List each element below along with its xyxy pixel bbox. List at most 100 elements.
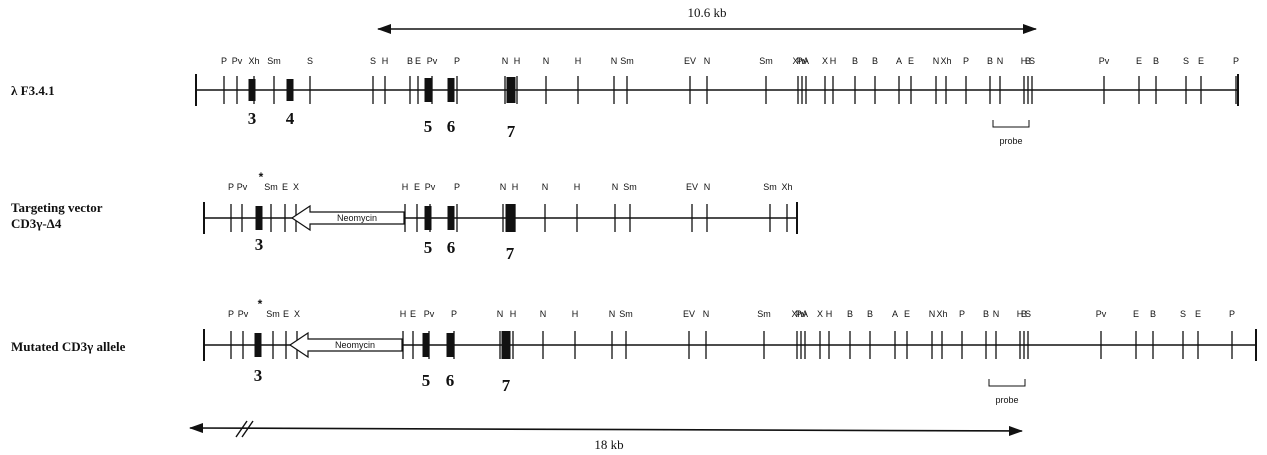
row-label-targeting-line1: Targeting vector bbox=[11, 200, 103, 215]
probe-bracket-lambda: probe bbox=[992, 120, 1030, 146]
restriction-site-label: E bbox=[1136, 56, 1142, 66]
restriction-site-label: P bbox=[454, 56, 460, 66]
exon-number: 7 bbox=[507, 122, 516, 141]
restriction-site-label: H bbox=[402, 182, 409, 192]
exon-box bbox=[506, 77, 516, 103]
restriction-site-label: S bbox=[1025, 309, 1031, 319]
exon-number: 4 bbox=[286, 109, 295, 128]
restriction-site-label: E bbox=[1133, 309, 1139, 319]
restriction-site-label: N bbox=[997, 56, 1004, 66]
restriction-site-label: H bbox=[826, 309, 833, 319]
restriction-site-label: Pv bbox=[237, 182, 248, 192]
restriction-site-label: X bbox=[817, 309, 823, 319]
probe-label-mutated: probe bbox=[995, 395, 1018, 405]
restriction-site-label: N bbox=[929, 309, 936, 319]
restriction-site-label: B bbox=[1021, 309, 1027, 319]
restriction-site-label: N bbox=[540, 309, 547, 319]
restriction-site-label: X bbox=[293, 182, 299, 192]
restriction-site-label: H bbox=[1021, 56, 1028, 66]
restriction-site-label: S bbox=[307, 56, 313, 66]
exon-box bbox=[505, 204, 515, 232]
restriction-site-label: Xh bbox=[936, 309, 947, 319]
restriction-site-label: B bbox=[852, 56, 858, 66]
restriction-site-label: N bbox=[543, 56, 550, 66]
exon-number: 3 bbox=[254, 366, 263, 385]
restriction-site-label: E bbox=[904, 309, 910, 319]
exon-box bbox=[286, 79, 294, 101]
restriction-site-label: B bbox=[1153, 56, 1159, 66]
restriction-site-label: N bbox=[704, 182, 711, 192]
restriction-site-label: H bbox=[510, 309, 517, 319]
restriction-site-label: E bbox=[410, 309, 416, 319]
exon-number: 3 bbox=[248, 109, 257, 128]
restriction-site-label: P bbox=[228, 182, 234, 192]
restriction-site-label: P bbox=[959, 309, 965, 319]
exon-number: 7 bbox=[506, 244, 515, 263]
restriction-site-label: B bbox=[983, 309, 989, 319]
restriction-site-label: N bbox=[993, 309, 1000, 319]
restriction-site-label: B bbox=[872, 56, 878, 66]
restriction-site-label: H bbox=[575, 56, 582, 66]
restriction-site-label: N bbox=[497, 309, 504, 319]
restriction-site-label: Pv bbox=[232, 56, 243, 66]
restriction-site-label: N bbox=[933, 56, 940, 66]
exon-box bbox=[446, 333, 454, 357]
restriction-site-label: N bbox=[609, 309, 616, 319]
exon-box bbox=[255, 206, 263, 230]
restriction-site-label: N bbox=[704, 56, 711, 66]
restriction-site-label: S bbox=[1183, 56, 1189, 66]
exon-box bbox=[424, 78, 432, 102]
exon-number: 6 bbox=[446, 371, 455, 390]
restriction-site-label: S bbox=[370, 56, 376, 66]
restriction-site-label: N bbox=[703, 309, 710, 319]
restriction-site-label: Pv bbox=[1096, 309, 1107, 319]
scale-break-mark-2 bbox=[241, 420, 254, 438]
restriction-site-label: E bbox=[1198, 56, 1204, 66]
restriction-site-label: Sm bbox=[759, 56, 773, 66]
exon-number: 7 bbox=[502, 376, 511, 395]
restriction-site-label: N bbox=[542, 182, 549, 192]
restriction-site-label: Pv bbox=[238, 309, 249, 319]
restriction-site-label: A bbox=[896, 56, 902, 66]
neomycin-label: Neomycin bbox=[335, 340, 375, 350]
restriction-site-label: Sm bbox=[619, 309, 633, 319]
restriction-site-label: B bbox=[407, 56, 413, 66]
restriction-site-label: N bbox=[502, 56, 509, 66]
restriction-site-label: EV bbox=[686, 182, 698, 192]
restriction-site-label: P bbox=[228, 309, 234, 319]
restriction-site-label: Xh bbox=[940, 56, 951, 66]
restriction-site-label: Xh bbox=[791, 309, 802, 319]
restriction-site-label: H bbox=[574, 182, 581, 192]
exon-box bbox=[447, 206, 455, 230]
star-marker: * bbox=[258, 297, 263, 311]
restriction-site-label: E bbox=[415, 56, 421, 66]
restriction-site-label: P bbox=[451, 309, 457, 319]
exon-box bbox=[422, 333, 430, 357]
bottom-scale-arrow bbox=[189, 423, 1023, 436]
restriction-site-label: Pv bbox=[424, 309, 435, 319]
restriction-site-label: X bbox=[294, 309, 300, 319]
row-label-lambda: λ F3.4.1 bbox=[11, 83, 55, 98]
restriction-site-label: Pv bbox=[1099, 56, 1110, 66]
bottom-scale: 18 kb bbox=[189, 420, 1023, 452]
restriction-site-label: H bbox=[514, 56, 521, 66]
restriction-site-label: N bbox=[612, 182, 619, 192]
restriction-site-label: Sm bbox=[623, 182, 637, 192]
star-marker: * bbox=[259, 170, 264, 184]
restriction-site-label: E bbox=[282, 182, 288, 192]
restriction-site-label: S bbox=[1180, 309, 1186, 319]
bottom-scale-label: 18 kb bbox=[594, 437, 623, 452]
restriction-site-label: H bbox=[400, 309, 407, 319]
restriction-site-label: Xh bbox=[792, 56, 803, 66]
exon-number: 5 bbox=[424, 238, 433, 257]
restriction-site-label: Sm bbox=[266, 309, 280, 319]
exon-box bbox=[248, 79, 256, 101]
restriction-site-label: E bbox=[1195, 309, 1201, 319]
restriction-site-label: A bbox=[803, 56, 809, 66]
restriction-site-label: B bbox=[847, 309, 853, 319]
restriction-site-label: Pv bbox=[797, 56, 808, 66]
probe-label-lambda: probe bbox=[999, 136, 1022, 146]
